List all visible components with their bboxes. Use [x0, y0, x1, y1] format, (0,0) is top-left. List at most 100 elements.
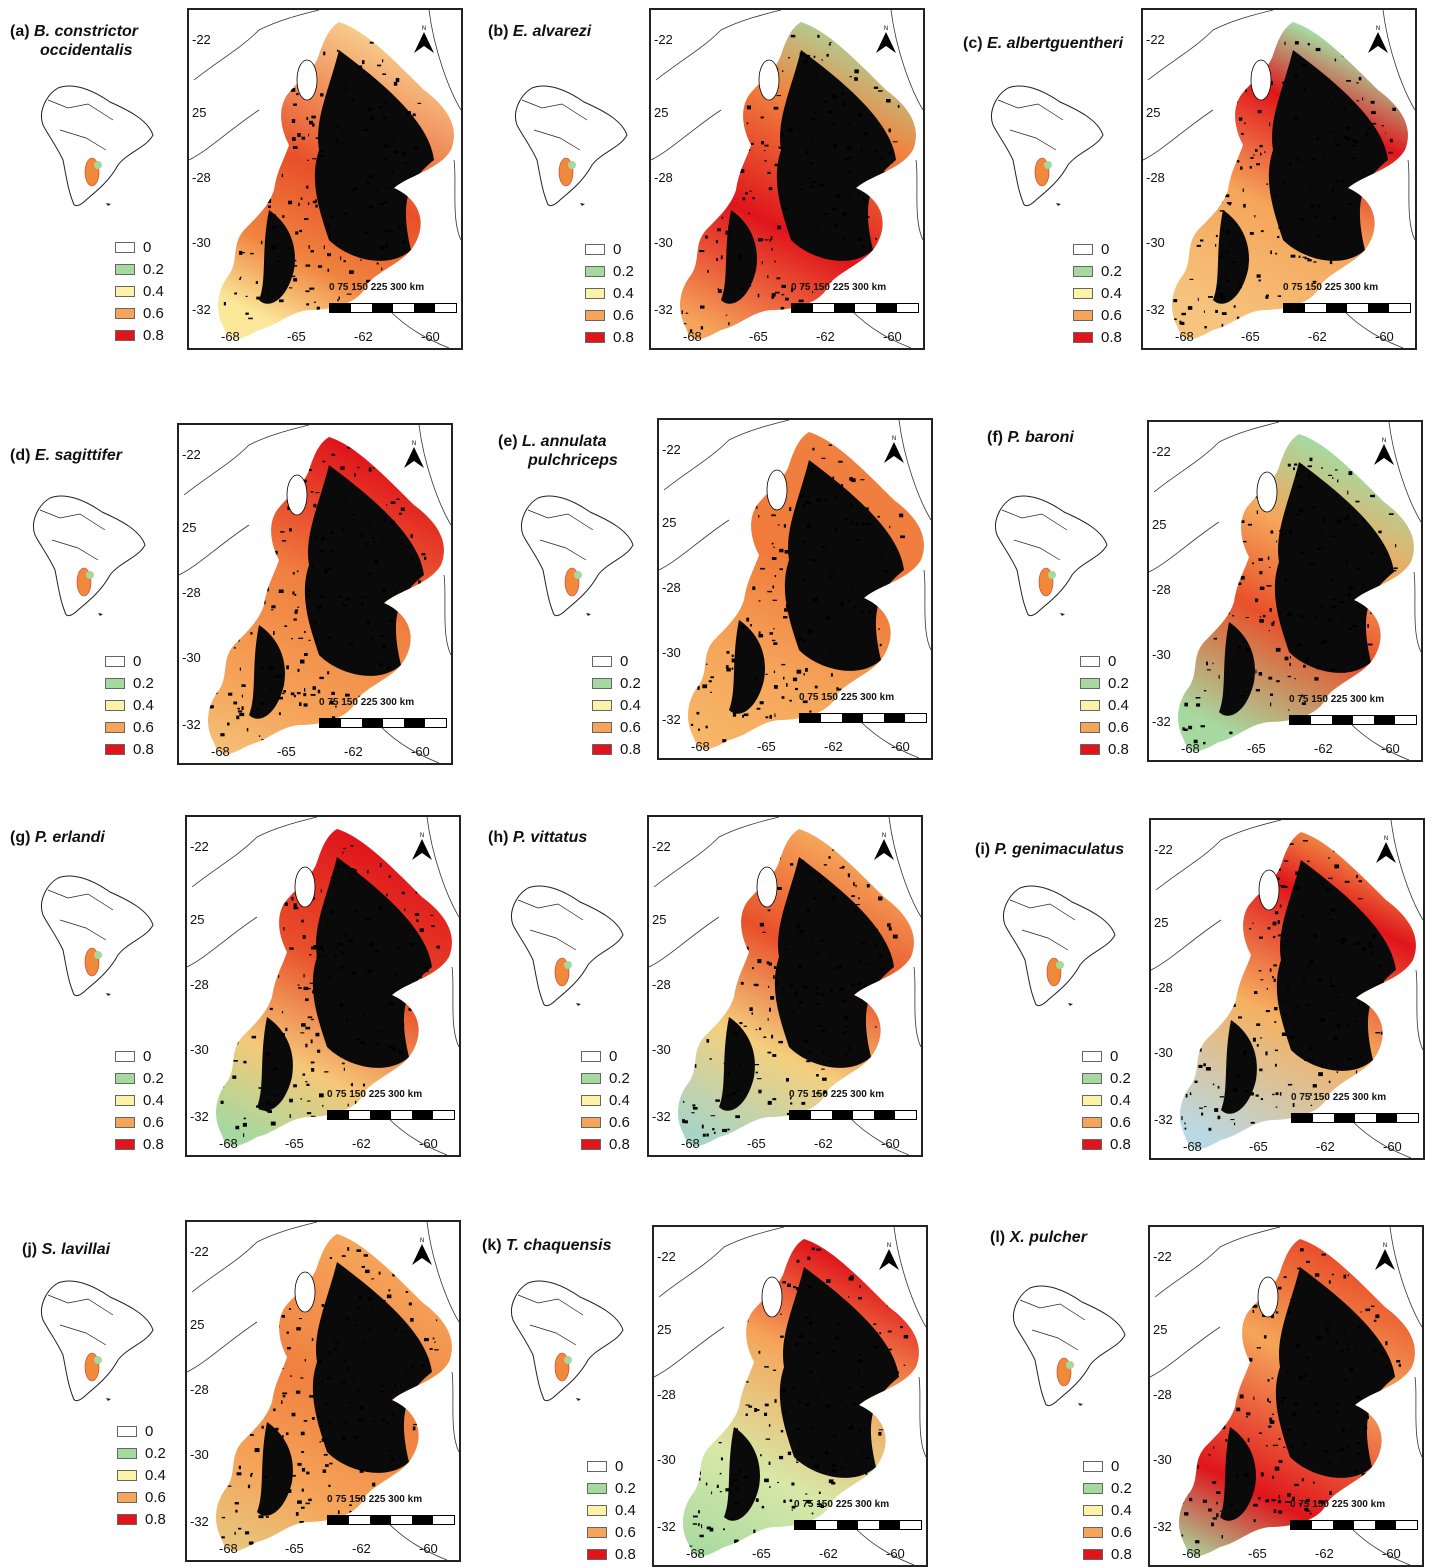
panel-title: (l) X. pulcher — [990, 1228, 1087, 1247]
panel-title: (k) T. chaquensis — [482, 1236, 612, 1255]
legend-item: 0.2 — [1080, 672, 1160, 694]
latitude-label: -28 — [1153, 1387, 1172, 1402]
legend-swatch — [117, 1447, 137, 1459]
legend-label: 0.8 — [613, 328, 634, 346]
latitude-label: -32 — [654, 302, 673, 317]
legend-item: 0.4 — [105, 694, 185, 716]
legend-swatch — [581, 1116, 601, 1128]
legend-label: 0.4 — [1110, 1091, 1131, 1109]
legend-label: 0 — [1101, 240, 1110, 258]
suitability-map: -22 25 -28 -30 -32 -68 -65 -62 -60 N 0 75 150 225 … — [185, 815, 461, 1157]
legend-swatch — [587, 1504, 607, 1516]
longitude-label: -65 — [277, 744, 296, 759]
species-name: T. chaquensis — [506, 1237, 612, 1254]
legend-item: 0.8 — [585, 326, 665, 348]
legend-item: 0.6 — [592, 716, 672, 738]
legend-item: 0 — [115, 236, 195, 258]
legend-label: 0.8 — [609, 1135, 630, 1153]
legend-label: 0.4 — [620, 696, 641, 714]
legend-swatch — [1083, 1460, 1103, 1472]
latitude-label: -32 — [652, 1109, 671, 1124]
legend-item: 0.2 — [592, 672, 672, 694]
scale-label: 0 75 150 225 300 km — [799, 692, 895, 703]
legend-label: 0 — [143, 238, 152, 256]
latitude-label: -32 — [657, 1519, 676, 1534]
legend-swatch — [585, 243, 605, 255]
legend: 0 0.2 0.4 0.6 0.8 — [115, 236, 195, 346]
suitability-map: -22 25 -28 -30 -32 -68 -65 -62 -60 N 0 75 150 225 … — [187, 8, 463, 350]
latitude-label: -22 — [192, 32, 211, 47]
latitude-label: -22 — [190, 839, 209, 854]
legend-label: 0.2 — [613, 262, 634, 280]
panel-letter: (j) — [22, 1241, 38, 1258]
legend-swatch — [592, 721, 612, 733]
longitude-label: -62 — [354, 329, 373, 344]
latitude-label: -32 — [1153, 1519, 1172, 1534]
legend: 0 0.2 0.4 0.6 0.8 — [105, 650, 185, 760]
latitude-label: -30 — [190, 1042, 209, 1057]
legend-swatch — [581, 1094, 601, 1106]
panel-title: (j) S. lavillai — [22, 1240, 110, 1259]
longitude-label: -68 — [1175, 329, 1194, 344]
scale-label: 0 75 150 225 300 km — [319, 697, 415, 708]
legend-item: 0.8 — [105, 738, 185, 760]
longitude-label: -62 — [824, 739, 843, 754]
longitude-label: -60 — [421, 329, 440, 344]
scale-label: 0 75 150 225 300 km — [794, 1499, 890, 1510]
longitude-label: -62 — [1315, 1546, 1334, 1561]
scale-bar-graphic — [1283, 303, 1411, 313]
latitude-label: 25 — [190, 1317, 205, 1332]
legend-item: 0.4 — [585, 282, 665, 304]
legend-swatch — [1073, 287, 1093, 299]
legend-swatch — [117, 1513, 137, 1525]
latitude-label: -30 — [1152, 647, 1171, 662]
latitude-label: 25 — [182, 520, 197, 535]
longitude-label: -62 — [1316, 1139, 1335, 1154]
legend-item: 0.6 — [1073, 304, 1153, 326]
legend: 0 0.2 0.4 0.6 0.8 — [117, 1420, 197, 1530]
legend-item: 0 — [117, 1420, 197, 1442]
legend-swatch — [105, 677, 125, 689]
legend-swatch — [581, 1138, 601, 1150]
legend-label: 0.8 — [143, 1135, 164, 1153]
suitability-map: -22 25 -28 -30 -32 -68 -65 -62 -60 N 0 75 150 225 … — [185, 1220, 461, 1562]
species-name: P. genimaculatus — [994, 841, 1125, 858]
scale-label: 0 75 150 225 300 km — [1283, 282, 1379, 293]
scale-bar: 0 75 150 225 300 km — [319, 697, 447, 728]
legend-item: 0 — [105, 650, 185, 672]
latitude-label: -22 — [1152, 444, 1171, 459]
latitude-label: -30 — [662, 645, 681, 660]
legend-item: 0.6 — [587, 1521, 667, 1543]
panel-letter: (g) — [10, 829, 31, 846]
legend-label: 0.6 — [1108, 718, 1129, 736]
longitude-label: -68 — [211, 744, 230, 759]
suitability-map: -22 25 -28 -30 -32 -68 -65 -62 -60 N 0 75 150 225 … — [1147, 420, 1423, 762]
species-name: P. erlandi — [34, 829, 105, 846]
longitude-label: -65 — [285, 1541, 304, 1556]
legend-label: 0.2 — [1111, 1479, 1132, 1497]
legend-label: 0.4 — [1108, 696, 1129, 714]
legend-item: 0.4 — [1080, 694, 1160, 716]
legend-swatch — [1082, 1116, 1102, 1128]
suitability-map: -22 25 -28 -30 -32 -68 -65 -62 -60 N 0 75 150 225 … — [1148, 1225, 1424, 1567]
legend-item: 0.8 — [1073, 326, 1153, 348]
latitude-label: -32 — [1152, 714, 1171, 729]
legend-label: 0.4 — [615, 1501, 636, 1519]
legend-label: 0.8 — [145, 1510, 166, 1528]
legend-swatch — [587, 1482, 607, 1494]
latitude-label: 25 — [1153, 1322, 1168, 1337]
legend-item: 0.4 — [587, 1499, 667, 1521]
legend-label: 0.2 — [609, 1069, 630, 1087]
legend-label: 0 — [620, 652, 629, 670]
legend-label: 0.2 — [620, 674, 641, 692]
svg-text:N: N — [1382, 438, 1386, 444]
longitude-label: -60 — [891, 739, 910, 754]
legend-item: 0.6 — [1082, 1111, 1162, 1133]
legend-swatch — [592, 699, 612, 711]
south-america-inset — [488, 1275, 628, 1410]
longitude-label: -68 — [691, 739, 710, 754]
legend-label: 0.6 — [1110, 1113, 1131, 1131]
latitude-label: -32 — [1146, 302, 1165, 317]
longitude-label: -65 — [757, 739, 776, 754]
longitude-label: -60 — [883, 329, 902, 344]
